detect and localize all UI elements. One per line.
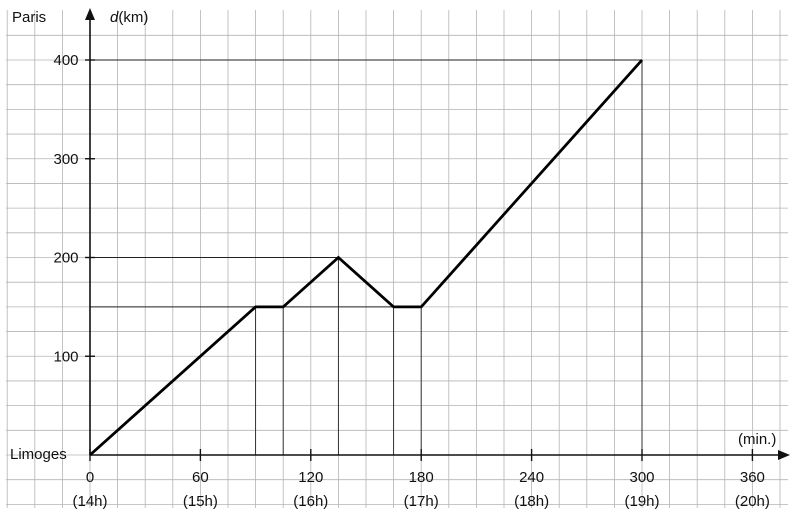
x-time-label: (20h)	[735, 493, 770, 510]
axis-labels: Paris d(km) (min.) Limoges	[10, 9, 776, 463]
x-tick-label: 180	[409, 469, 434, 486]
series-line	[89, 59, 644, 457]
x-time-label: (14h)	[72, 493, 107, 510]
x-time-label: (19h)	[624, 493, 659, 510]
y-axis-variable: d	[110, 9, 119, 26]
series	[89, 59, 644, 457]
grid	[6, 10, 788, 508]
x-tick-label: 300	[629, 469, 654, 486]
y-tick-label: 200	[53, 250, 78, 267]
y-tick-label: 300	[53, 151, 78, 168]
y-tick-label: 100	[53, 348, 78, 365]
x-tick-label: 240	[519, 469, 544, 486]
ticks: 0 (14h) 60 (15h) 120 (16h) 180 (17h) 240 (18h) 300…	[53, 52, 769, 510]
x-axis-arrowhead	[778, 450, 790, 460]
y-axis-top-label: Paris	[12, 9, 46, 26]
x-time-label: (16h)	[293, 493, 328, 510]
y-axis-arrowhead	[85, 8, 95, 20]
x-axis-unit-label: (min.)	[738, 431, 776, 448]
x-tick-label: 0	[86, 469, 94, 486]
y-axis-unit: (km)	[118, 9, 148, 26]
x-time-label: (18h)	[514, 493, 549, 510]
x-time-label: (17h)	[404, 493, 439, 510]
x-tick-label: 360	[740, 469, 765, 486]
x-time-label: (15h)	[183, 493, 218, 510]
x-axis-origin-label: Limoges	[10, 446, 67, 463]
y-axis-title: d(km)	[110, 9, 148, 26]
y-tick-label: 400	[53, 52, 78, 69]
x-tick-label: 60	[192, 469, 209, 486]
x-tick-label: 120	[298, 469, 323, 486]
axes	[85, 8, 790, 460]
